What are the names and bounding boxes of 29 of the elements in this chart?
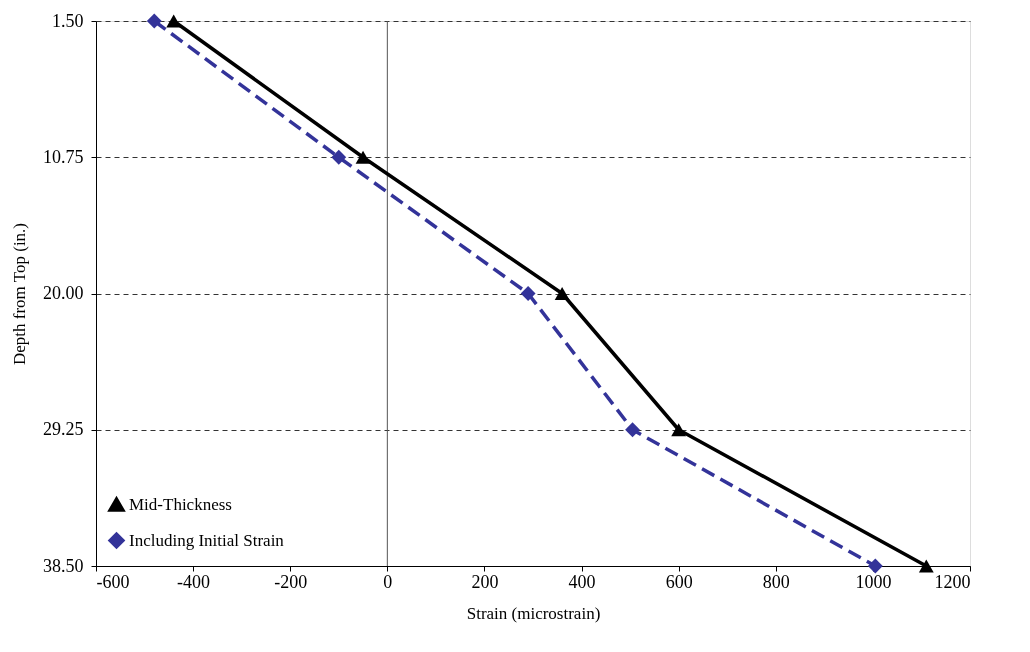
y-tick-label: 38.50 (43, 555, 84, 576)
x-tick-label: 400 (568, 571, 596, 592)
y-axis-title: Depth from Top (in.) (10, 222, 29, 366)
point (625, 422, 640, 438)
x-axis-title: Strain (microstrain) (466, 603, 601, 623)
y-tick-label: 29.25 (43, 419, 84, 440)
x-tick-label: 0 (383, 571, 393, 592)
point (918, 559, 934, 573)
point (554, 287, 570, 300)
x-tick-label: 200 (471, 571, 499, 592)
point (166, 14, 182, 28)
point (355, 150, 371, 164)
x-tick-label: 1000 (855, 571, 892, 592)
y-tick-label: 20.00 (43, 283, 84, 303)
point (331, 149, 347, 165)
x-tick-label: 800 (762, 571, 790, 592)
legend-label: Including Initial Strain (129, 530, 285, 550)
y-tick-label: 10.75 (43, 146, 84, 167)
x-tick-label: 1200 (934, 571, 971, 592)
x-tick-label: -600 (96, 571, 130, 592)
x-tick-label: -200 (274, 571, 308, 592)
point (867, 558, 883, 574)
legend-label: Mid-Thickness (129, 494, 232, 514)
x-tick-label: 600 (665, 571, 693, 592)
point (146, 13, 162, 29)
y-tick-label: 1.50 (52, 10, 84, 31)
x-tick-label: -400 (177, 571, 211, 592)
point (520, 286, 536, 301)
point (671, 423, 687, 437)
